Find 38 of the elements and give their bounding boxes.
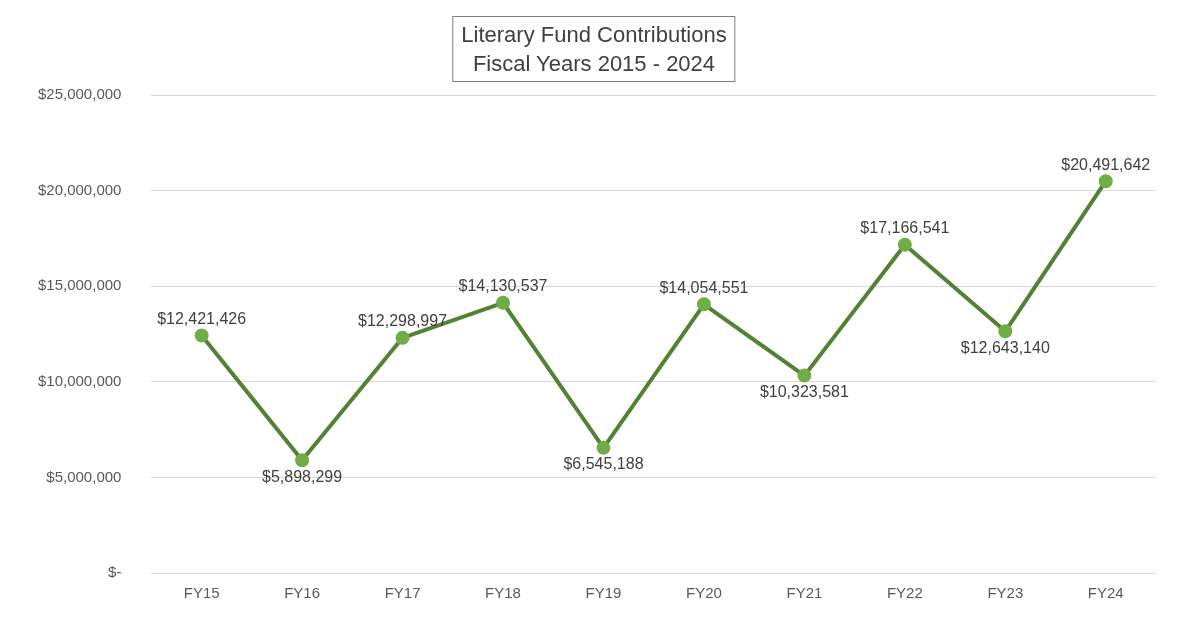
x-tick-label: FY19 bbox=[585, 584, 622, 602]
data-label: $6,545,188 bbox=[563, 455, 644, 473]
point bbox=[596, 440, 611, 455]
data-label: $14,130,537 bbox=[458, 277, 548, 295]
y-tick-label: $20,000,000 bbox=[37, 180, 122, 198]
data-label: $20,491,642 bbox=[1061, 155, 1151, 173]
x-tick-label: FY16 bbox=[284, 584, 321, 602]
point bbox=[797, 368, 812, 383]
y-tick-label: $15,000,000 bbox=[37, 276, 122, 294]
point bbox=[998, 324, 1013, 339]
data-label: $12,421,426 bbox=[157, 309, 247, 327]
point bbox=[897, 237, 912, 252]
x-tick-label: FY24 bbox=[1087, 584, 1124, 602]
y-tick-label: $5,000,000 bbox=[46, 467, 122, 485]
x-tick-label: FY18 bbox=[485, 584, 521, 602]
chart-title: Literary Fund Contributions bbox=[461, 21, 727, 49]
data-label: $12,298,997 bbox=[358, 312, 448, 330]
y-tick-label: $25,000,000 bbox=[37, 85, 122, 103]
point bbox=[696, 297, 711, 312]
x-tick-label: FY22 bbox=[886, 584, 923, 602]
point bbox=[295, 453, 310, 468]
point bbox=[496, 295, 511, 310]
x-tick-label: FY21 bbox=[786, 584, 823, 602]
data-label: $12,643,140 bbox=[960, 338, 1050, 356]
y-tick-label: $- bbox=[108, 563, 122, 581]
data-label: $14,054,551 bbox=[659, 278, 749, 296]
point bbox=[1098, 174, 1113, 189]
data-label: $10,323,581 bbox=[759, 383, 849, 401]
point bbox=[395, 330, 410, 345]
x-tick-label: FY17 bbox=[384, 584, 421, 602]
y-tick-label: $10,000,000 bbox=[37, 371, 122, 389]
data-label: $17,166,541 bbox=[860, 219, 950, 237]
x-tick-label: FY23 bbox=[987, 584, 1024, 602]
chart-subtitle: Fiscal Years 2015 - 2024 bbox=[471, 50, 717, 78]
x-tick-label: FY20 bbox=[686, 584, 722, 602]
x-tick-label: FY15 bbox=[183, 584, 220, 602]
point bbox=[194, 328, 209, 343]
data-label: $5,898,299 bbox=[262, 467, 343, 485]
